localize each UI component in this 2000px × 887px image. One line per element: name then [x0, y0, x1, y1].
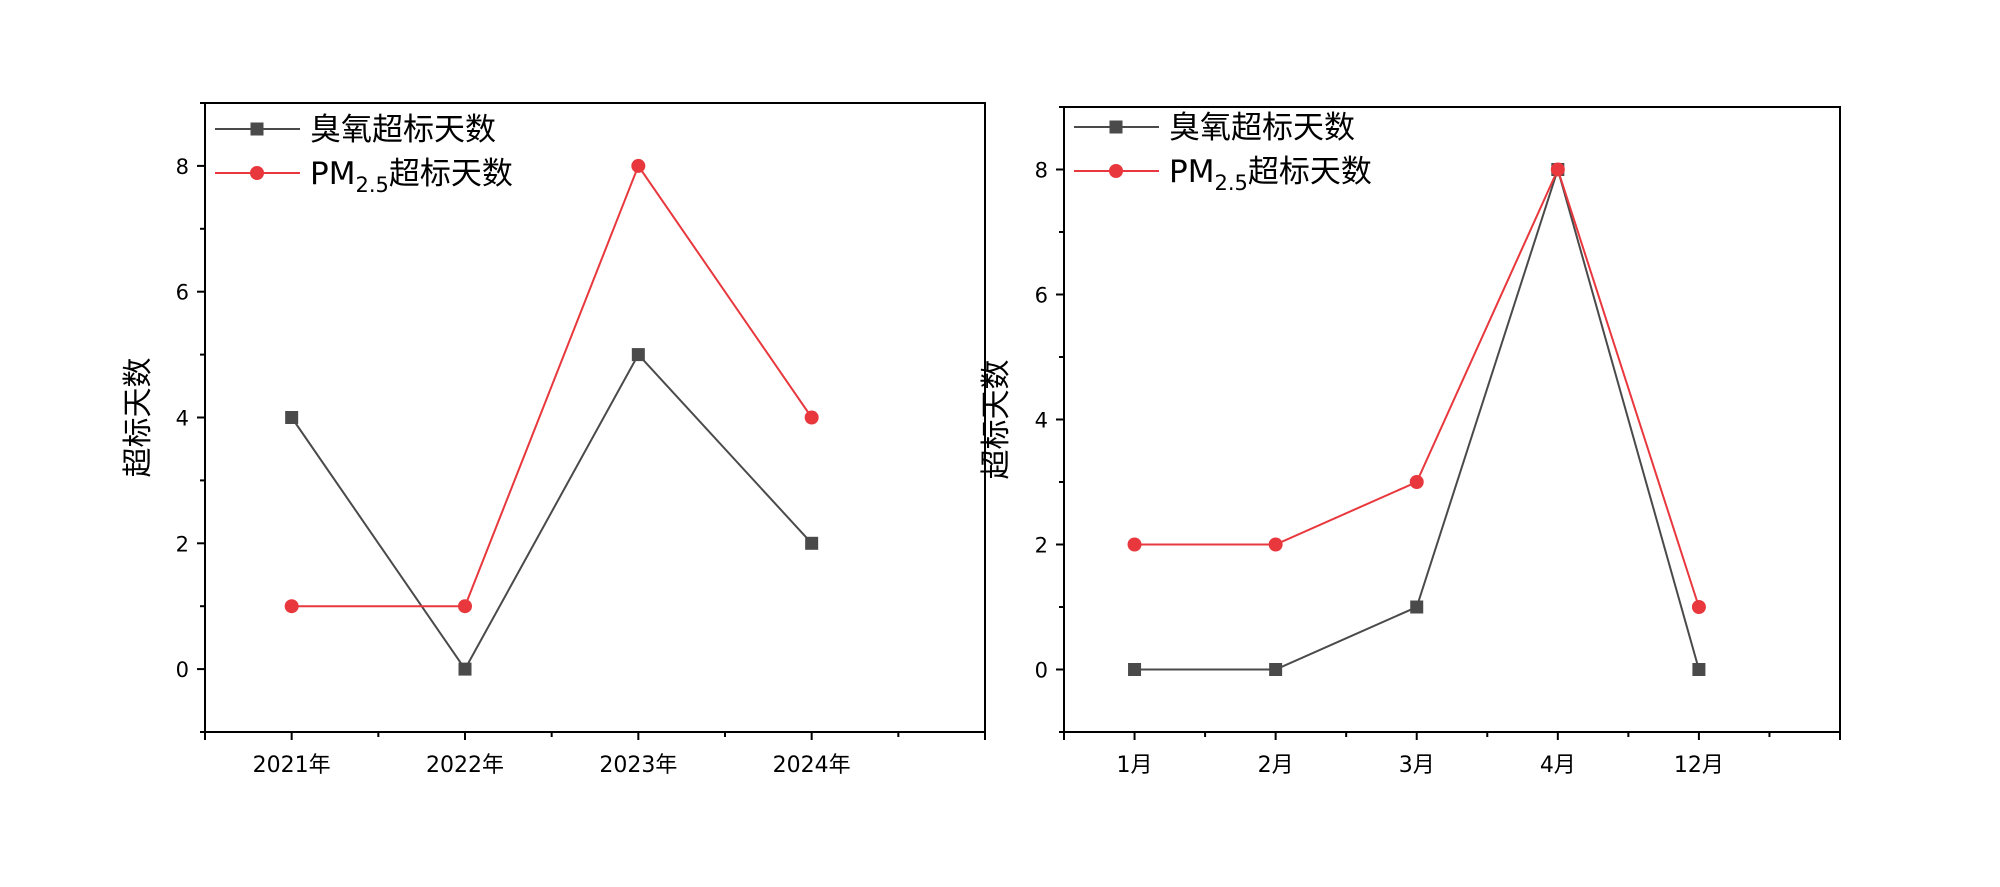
legend-marker-circle [1109, 164, 1123, 178]
x-tick-label: 2023年 [599, 753, 677, 778]
data-point-square [1410, 600, 1424, 614]
x-tick-label: 2021年 [253, 753, 331, 778]
y-tick-label: 0 [176, 658, 189, 682]
data-point-square [631, 348, 645, 362]
x-tick-label: 3月 [1399, 753, 1435, 778]
legend-marker-square [1109, 120, 1123, 134]
legend-label: PM2.5超标天数 [310, 156, 513, 197]
legend: 臭氧超标天数 PM2.5超标天数 [1074, 110, 1372, 195]
legend-label-subscript: 2.5 [355, 173, 388, 197]
legend-label-subscript: 2.5 [1214, 171, 1247, 195]
data-point-square [805, 536, 819, 550]
y-tick-label: 0 [1035, 659, 1048, 683]
legend-label-suffix: 超标天数 [389, 156, 513, 192]
legend-label-name: 臭氧超标天数 [310, 112, 496, 148]
x-tick-label: 4月 [1540, 753, 1576, 778]
series-line-2 [1134, 166, 1700, 608]
data-point-square [285, 411, 299, 424]
y-tick-label: 2 [1035, 534, 1048, 558]
data-point-circle [1691, 600, 1706, 614]
legend-marker-circle [250, 166, 264, 180]
data-point-circle [1268, 537, 1283, 552]
legend: 臭氧超标天数 PM2.5超标天数 [215, 112, 513, 197]
data-point-square [1269, 663, 1283, 676]
legend-label-name: 臭氧超标天数 [1169, 110, 1355, 146]
x-tick-label: 1月 [1117, 753, 1153, 778]
data-point-circle [284, 599, 299, 614]
y-axis-label: 超标天数 [979, 360, 1014, 480]
data-point-square [458, 662, 472, 676]
data-point-circle [631, 158, 646, 173]
data-point-circle [804, 410, 819, 425]
chart-panel-1: 0 2 4 6 8 2021年 2022年 2023年 2024年 超标天数 臭氧超标天数 PM2.5… [121, 102, 986, 778]
y-axis-label: 超标天数 [121, 358, 156, 478]
y-tick-label: 6 [176, 281, 189, 305]
data-point-circle [458, 599, 472, 614]
data-point-square [1692, 663, 1706, 676]
data-point-circle [1550, 162, 1565, 177]
data-point-square [1128, 663, 1142, 676]
legend-label-name: PM [1169, 154, 1214, 190]
series-line-2 [291, 163, 813, 608]
legend-label-suffix: 超标天数 [1248, 154, 1372, 190]
y-tick-label: 6 [1035, 284, 1048, 308]
legend-label-name: PM [310, 156, 355, 192]
y-tick-label: 8 [176, 155, 189, 179]
x-tick-label: 2022年 [426, 753, 504, 778]
y-tick-label: 8 [1035, 159, 1048, 183]
legend-label: 臭氧超标天数 [1169, 110, 1355, 146]
plot-frame [1063, 106, 1841, 733]
legend-marker-square [250, 122, 264, 136]
series-line-1 [290, 352, 813, 672]
x-tick-label: 2月 [1258, 753, 1294, 778]
plot-frame [204, 102, 986, 733]
series-line-1 [1134, 166, 1700, 671]
y-tick-label: 4 [176, 407, 189, 431]
x-tick-label: 2024年 [773, 753, 851, 778]
legend-label: 臭氧超标天数 [310, 112, 496, 148]
legend-label: PM2.5超标天数 [1169, 154, 1372, 195]
data-point-circle [1127, 537, 1142, 552]
y-tick-label: 4 [1035, 409, 1048, 433]
data-point-circle [1409, 475, 1424, 489]
x-tick-label: 12月 [1674, 753, 1724, 778]
y-tick-label: 2 [176, 532, 189, 556]
